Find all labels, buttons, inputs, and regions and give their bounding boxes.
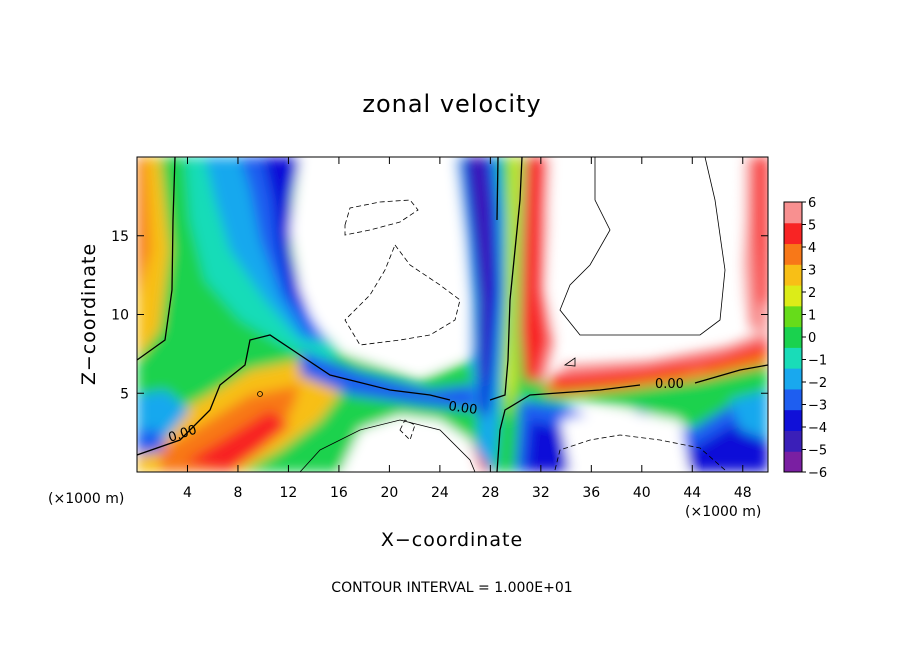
contour-interval-note: CONTOUR INTERVAL = 1.000E+01 [331,580,572,596]
x-tick-label: 16 [330,485,348,501]
colorbar-tick-label: 4 [808,241,816,256]
colorbar-swatch [784,264,802,286]
y-axis: 5 10 15 [111,229,768,402]
dashed-contours [344,199,726,471]
colorbar-tick-label: 3 [808,264,816,279]
x-tick-label: 12 [280,485,298,501]
x-tick-label: 40 [633,485,651,501]
thin-contours [257,157,726,472]
colorbar-swatch [784,430,802,452]
colorbar-swatch [784,243,802,265]
colorbar-tick-label: 5 [808,219,816,234]
x-unit-label-left: (×1000 m) [48,491,124,507]
y-tick-label: 10 [111,308,129,324]
contour-label-center: 0.00 [447,399,478,418]
x-tick-label: 48 [734,485,752,501]
colorbar-tick-label: 1 [808,309,816,324]
x-tick-label: 20 [380,485,398,501]
plot-area: 0.00 0.00 0.00 [137,157,768,472]
velocity-field [137,157,768,472]
colorbar-swatch [784,409,802,431]
y-axis-label: Z−coordinate [78,243,100,385]
x-tick-label: 28 [481,485,499,501]
colorbar-swatch [784,305,802,328]
colorbar-tick-label: 2 [808,286,816,301]
colorbar-tick-label: −5 [808,444,827,459]
x-tick-label: 4 [183,485,192,501]
x-tick-label: 36 [582,485,600,501]
colorbar-swatch [784,388,802,411]
colorbar-swatch [784,222,802,245]
colorbar-tick-label: −4 [808,421,827,436]
x-axis-label: X−coordinate [381,529,523,551]
colorbar-tick-label: −6 [808,466,827,481]
colorbar-swatch [784,202,802,224]
colorbar-swatch [784,451,802,473]
y-tick-label: 15 [111,229,129,245]
x-unit-label-right: (×1000 m) [685,504,761,520]
chart-title: zonal velocity [362,90,541,118]
colorbar-tick-label: 6 [808,196,816,211]
y-tick-label: 5 [120,386,129,402]
colorbar-tick-label: 0 [808,331,816,346]
contour-label-right: 0.00 [655,377,684,392]
zero-contours [137,157,768,472]
colorbar-swatch [784,368,802,390]
x-tick-label: 32 [532,485,550,501]
colorbar-tick-label: −3 [808,399,827,414]
colorbar: 6 5 4 3 2 1 0 −1 −2 −3 −4 −5 −6 [783,196,827,481]
contour-labels: 0.00 0.00 0.00 [167,377,684,446]
x-tick-label: 44 [683,485,701,501]
colorbar-tick-label: −1 [808,354,827,369]
colorbar-swatch [784,285,802,307]
x-axis: 4 8 12 16 20 24 28 32 36 40 44 48 [183,157,752,501]
x-tick-label: 8 [233,485,242,501]
colorbar-tick-label: −2 [808,376,827,391]
colorbar-swatch [784,347,802,369]
colorbar-swatch [784,326,802,348]
x-tick-label: 24 [431,485,449,501]
